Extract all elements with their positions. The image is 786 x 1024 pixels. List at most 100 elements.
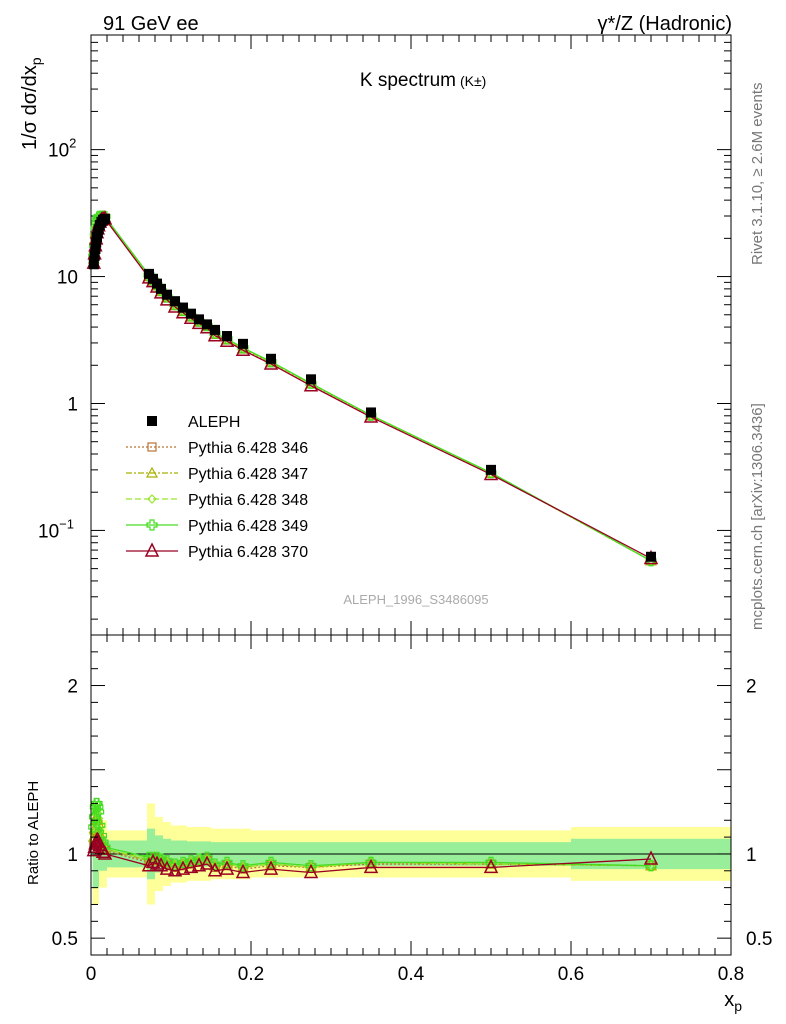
legend-item: Pythia 6.428 349 bbox=[126, 518, 308, 535]
y-tick-label-ratio: 0.5 bbox=[52, 929, 78, 950]
y-tick-label-ratio-right: 2 bbox=[746, 677, 757, 698]
series-point-ratio bbox=[207, 862, 223, 877]
y-axis-label-ratio: Ratio to ALEPH bbox=[25, 781, 42, 885]
y-label-main-text: 1/σ dσ/dx bbox=[19, 65, 41, 150]
data-point bbox=[646, 551, 656, 562]
data-point bbox=[178, 302, 188, 313]
x-tick-label: 0.8 bbox=[718, 964, 744, 985]
chart-title-sub: (K±) bbox=[460, 73, 486, 89]
header-left: 91 GeV ee bbox=[103, 13, 199, 35]
legend-marker bbox=[144, 542, 160, 557]
series-line-main bbox=[93, 217, 652, 562]
y-tick-label-main: 102 bbox=[48, 136, 76, 162]
svg-text:1/σ dσ/dxp: 1/σ dσ/dxp bbox=[19, 57, 44, 150]
series-point-ratio bbox=[145, 853, 161, 869]
series-main-1 bbox=[89, 213, 656, 566]
mcplots-label: mcplots.cern.ch [arXiv:1306.3436] bbox=[749, 403, 766, 630]
series-line-main bbox=[93, 216, 652, 562]
data-point bbox=[366, 407, 376, 418]
legend-item: Pythia 6.428 347 bbox=[126, 466, 308, 483]
data-point bbox=[100, 213, 110, 224]
series-point-ratio bbox=[303, 863, 319, 879]
y-tick-label-ratio: 2 bbox=[67, 677, 78, 698]
y-tick-label-main: 1 bbox=[67, 394, 78, 415]
series-point-ratio bbox=[149, 855, 165, 870]
y-tick-label-ratio-right: 0.5 bbox=[746, 929, 772, 950]
data-point bbox=[89, 251, 100, 262]
data-point bbox=[156, 283, 166, 294]
legend-label: Pythia 6.428 370 bbox=[188, 544, 308, 561]
x-tick-label: 0.4 bbox=[398, 964, 425, 985]
series-point-ratio bbox=[238, 862, 248, 873]
legend: ALEPH Pythia 6.428 346 Pythia 6.428 347 Pyt… bbox=[126, 414, 308, 561]
main-frame bbox=[90, 34, 732, 636]
data-point bbox=[210, 324, 220, 335]
legend-label: Pythia 6.428 348 bbox=[188, 492, 308, 509]
legend-item: Pythia 6.428 370 bbox=[126, 542, 308, 561]
x-tick-label: 0.6 bbox=[558, 964, 584, 985]
series-main-4 bbox=[88, 210, 657, 567]
legend-item: Pythia 6.428 346 bbox=[126, 440, 308, 457]
legend-marker bbox=[147, 416, 157, 426]
data-point bbox=[222, 331, 232, 342]
legend-item: ALEPH bbox=[147, 414, 240, 431]
main-panel: 10−1 1 10 102 K spectrum (K±) ALEPH_1996_S3… bbox=[19, 34, 732, 636]
ratio-frame bbox=[90, 634, 732, 956]
x-tick-label: 0 bbox=[86, 964, 97, 985]
data-point bbox=[152, 278, 162, 289]
legend-marker bbox=[145, 466, 159, 478]
header-right: γ*/Z (Hadronic) bbox=[598, 13, 732, 35]
series-point-ratio bbox=[183, 858, 199, 874]
series-point-ratio bbox=[175, 860, 191, 875]
legend-label: Pythia 6.428 349 bbox=[188, 518, 308, 535]
series-point-ratio bbox=[199, 855, 215, 870]
series-point-ratio bbox=[263, 860, 279, 875]
series-point-ratio bbox=[219, 860, 235, 875]
series-point-main bbox=[235, 341, 251, 357]
legend-label: Pythia 6.428 347 bbox=[188, 466, 308, 483]
series-point-ratio bbox=[95, 843, 111, 859]
series-point-ratio bbox=[363, 858, 379, 874]
y-tick-label-ratio: 1 bbox=[67, 845, 78, 866]
series-point-ratio bbox=[167, 862, 183, 877]
x-label-sub: p bbox=[734, 998, 742, 1014]
series-point-ratio bbox=[97, 845, 113, 860]
data-point bbox=[162, 289, 172, 300]
rivet-label: Rivet 3.1.10, ≥ 2.6M events bbox=[749, 83, 766, 266]
series-point-ratio bbox=[235, 863, 251, 879]
series-point-ratio bbox=[153, 857, 169, 872]
data-point bbox=[266, 353, 276, 364]
series-point-ratio bbox=[210, 860, 220, 871]
y-tick-label-main: 10 bbox=[57, 268, 78, 289]
series-line-main bbox=[93, 215, 652, 562]
data-point bbox=[238, 338, 248, 349]
series-main-5 bbox=[86, 210, 659, 565]
series-point-ratio bbox=[93, 806, 105, 818]
y-label-main-sub: p bbox=[28, 57, 44, 65]
series-main-2 bbox=[87, 210, 658, 566]
data-point bbox=[194, 314, 204, 325]
series-point-ratio bbox=[643, 850, 659, 865]
x-label-text: x bbox=[724, 989, 734, 1011]
series-point-ratio bbox=[88, 821, 100, 833]
series-point-ratio bbox=[93, 813, 104, 824]
series-main-3 bbox=[88, 211, 656, 566]
series-line-main bbox=[93, 218, 652, 560]
x-tick-label: 0.2 bbox=[238, 964, 264, 985]
legend-label: ALEPH bbox=[188, 414, 240, 431]
x-axis-label: xp bbox=[724, 989, 742, 1014]
y-axis-label-main: 1/σ dσ/dxp bbox=[19, 57, 44, 150]
data-point bbox=[186, 308, 196, 319]
data-point bbox=[486, 464, 496, 475]
ratio-panel: 0 0.2 0.4 0.6 0.80.5 0.51 12 2 Ratio to ALEPH bbox=[25, 634, 772, 985]
series-line-ratio bbox=[93, 809, 652, 869]
legend-marker bbox=[146, 519, 158, 531]
series-point-ratio bbox=[92, 801, 104, 813]
legend-label: Pythia 6.428 346 bbox=[188, 440, 308, 457]
chart-title: K spectrum bbox=[360, 70, 456, 91]
data-point bbox=[306, 374, 316, 385]
series-point-ratio bbox=[191, 857, 207, 872]
series-point-main bbox=[303, 377, 319, 392]
data-point bbox=[170, 296, 180, 307]
